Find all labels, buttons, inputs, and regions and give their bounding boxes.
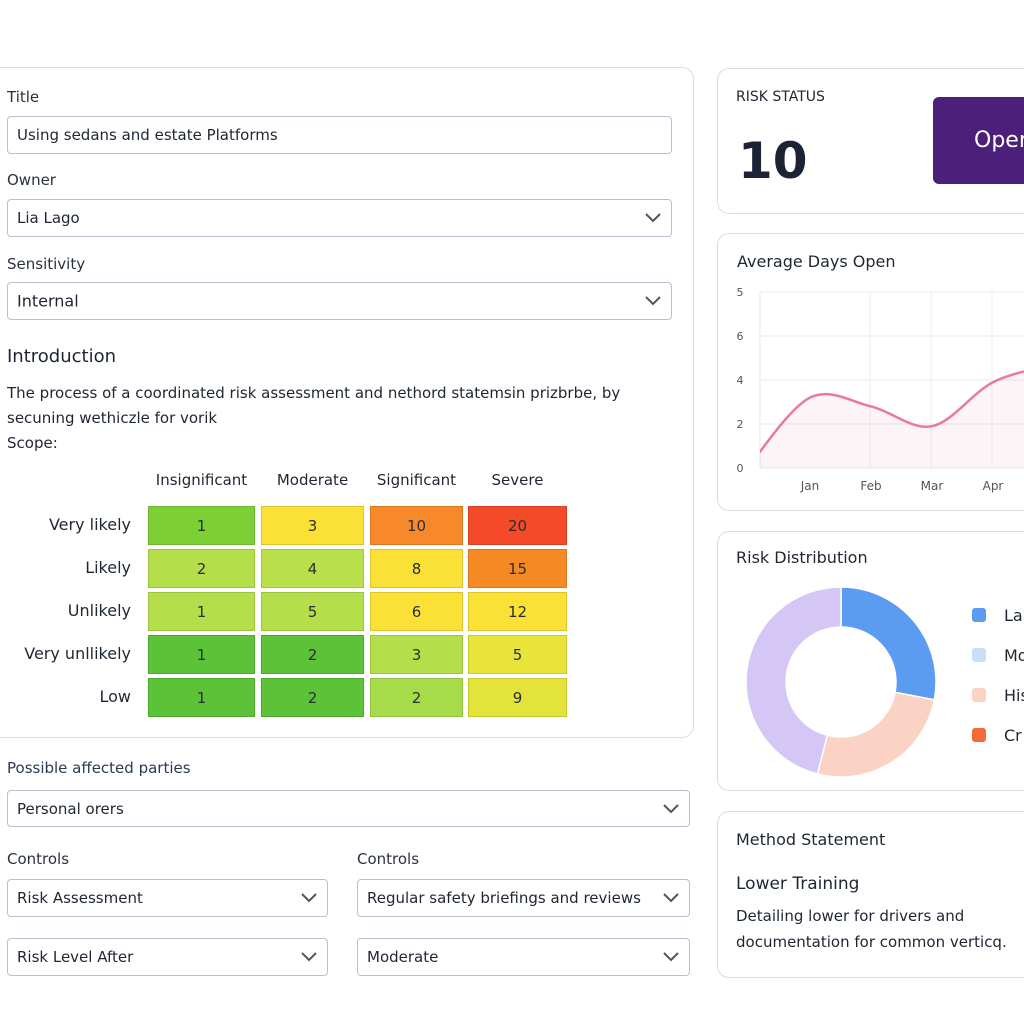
matrix-cell: 12 [468,592,567,631]
matrix-cell: 5 [261,592,364,631]
matrix-cell: 2 [148,549,255,588]
field-label: Sensitivity [7,255,86,273]
row-header: Likely [85,558,131,577]
field-label: Possible affected parties [7,759,191,777]
intro-text: The process of a coordinated risk assess… [7,384,621,402]
matrix-cell: 20 [468,506,567,545]
matrix-cell: 2 [261,635,364,674]
card-title: Method Statement [736,830,886,849]
column-header: Moderate [276,471,349,489]
chevron [645,213,661,223]
chevron [663,952,679,962]
select-value: Personal orers [17,799,124,818]
intro-text: secuning wethiczle for vorik [7,409,218,427]
method-card [717,811,1024,978]
column-header: Insignificant [155,471,248,489]
matrix-cell: 3 [370,635,463,674]
matrix-cell: 5 [468,635,567,674]
field-label: Controls [357,850,420,868]
matrix-cell: 15 [468,549,567,588]
input-value: Using sedans and estate Platforms [17,126,278,144]
matrix-cell: 8 [370,549,463,588]
select[interactable]: Moderate [357,938,690,976]
matrix-cell: 1 [148,592,255,631]
matrix-cell: 3 [261,506,364,545]
matrix-cell: 1 [148,635,255,674]
row-header: Unlikely [67,601,131,620]
matrix-cell: 4 [261,549,364,588]
distribution-card [717,531,1024,791]
card-subtitle: Lower Training [736,874,860,894]
matrix-cell: 2 [261,678,364,717]
select-value: Risk Level After [17,948,134,966]
text-input[interactable]: Using sedans and estate Platforms [7,116,672,154]
status-value: 10 [738,132,808,190]
matrix-cell: 9 [468,678,567,717]
button-label: Open [974,128,1024,153]
select-value: Lia Lago [17,209,80,227]
select[interactable]: Internal [7,282,672,320]
column-header: Severe [491,471,544,489]
matrix-cell: 1 [148,678,255,717]
chevron [663,803,679,813]
column-header: Significant [376,471,457,489]
row-header: Very unllikely [24,644,131,663]
chevron [301,952,317,962]
card-text: documentation for common verticq. [736,933,1007,951]
select-value: Internal [17,291,79,311]
select[interactable]: Lia Lago [7,199,672,237]
field-label: Owner [7,171,56,189]
matrix-cell: 1 [148,506,255,545]
status-label: RISK STATUS [736,89,825,105]
chevron [663,893,679,903]
matrix-cell: 2 [370,678,463,717]
field-label: Title [7,88,40,106]
chart-title: Average Days Open [737,252,896,271]
select-value: Moderate [367,948,439,966]
section-heading: Introduction [7,346,117,367]
row-header: Very likely [48,515,131,534]
field-label: Controls [7,850,70,868]
matrix-cell: 10 [370,506,463,545]
select-value: Regular safety briefings and reviews [367,889,641,907]
chart-title: Risk Distribution [736,548,868,567]
card-text: Detailing lower for drivers and [736,907,965,925]
days-chart-card [717,233,1024,511]
select[interactable]: Risk Assessment [7,879,328,917]
scope-label: Scope: [7,434,58,452]
select[interactable]: Personal orers [7,790,690,827]
select-value: Risk Assessment [17,889,143,907]
chevron [645,296,661,306]
matrix-cell: 6 [370,592,463,631]
select[interactable]: Regular safety briefings and reviews [357,879,690,917]
select[interactable]: Risk Level After [7,938,328,976]
row-header: Low [99,687,131,706]
chevron [301,893,317,903]
status-button[interactable]: Open [933,97,1024,184]
